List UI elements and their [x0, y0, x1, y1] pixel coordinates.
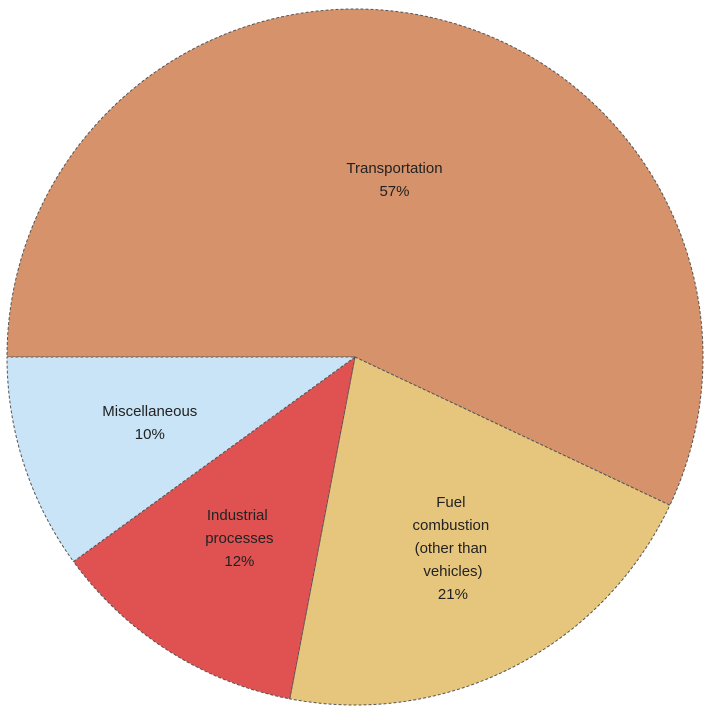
pie-slice	[72, 355, 356, 700]
pie-slice	[289, 356, 671, 706]
slice-label: Industrial processes	[205, 507, 273, 547]
slice-value-label: 10%	[135, 426, 165, 443]
pie-slice	[6, 8, 704, 506]
slice-label: Miscellaneous	[102, 403, 197, 420]
slice-value-label: 57%	[379, 183, 409, 200]
slice-value-label: 12%	[224, 553, 254, 570]
slice-value-label: 21%	[438, 586, 468, 603]
slice-label: Transportation	[346, 160, 442, 177]
pie-slice	[6, 356, 357, 563]
slice-label: Fuel combustion (other than vehicles)	[413, 494, 494, 580]
